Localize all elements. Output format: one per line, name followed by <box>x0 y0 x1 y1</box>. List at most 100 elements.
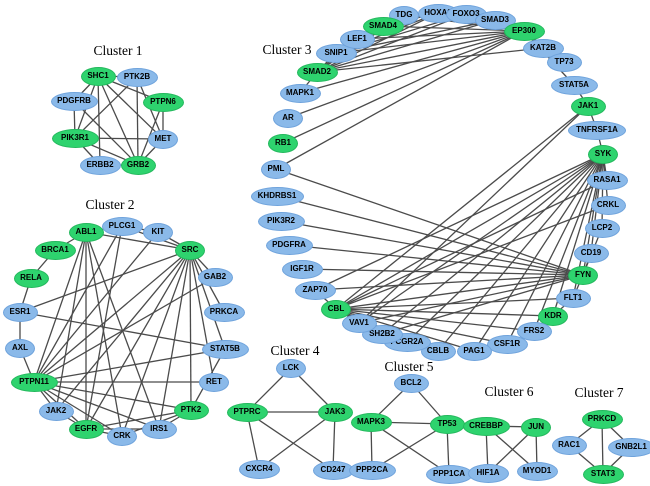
node-PTPRC[interactable]: PTPRC <box>226 402 268 422</box>
node-PAG1[interactable]: PAG1 <box>456 341 492 361</box>
node-PIK3R2[interactable]: PIK3R2 <box>257 211 305 231</box>
node-HIF1A[interactable]: HIF1A <box>467 463 509 483</box>
node-PML[interactable]: PML <box>261 159 291 179</box>
node-SMAD4[interactable]: SMAD4 <box>362 16 404 36</box>
edge-PTPN11-GAB2 <box>33 276 216 383</box>
node-SMAD3[interactable]: SMAD3 <box>474 10 516 30</box>
node-PDGFRB[interactable]: PDGFRB <box>50 91 98 111</box>
node-GAB2[interactable]: GAB2 <box>197 267 233 287</box>
node-PPP2CA[interactable]: PPP2CA <box>348 460 396 480</box>
node-CSF1R[interactable]: CSF1R <box>486 334 528 354</box>
edge-ABL1-CRK <box>85 231 123 437</box>
node-MET[interactable]: MET <box>148 129 178 149</box>
node-LCK[interactable]: LCK <box>276 358 306 378</box>
edge-JAK1-CBL <box>335 105 589 310</box>
edge-SRC-PTK2 <box>189 249 192 411</box>
node-ESR1[interactable]: ESR1 <box>2 302 38 322</box>
node-IGF1R[interactable]: IGF1R <box>281 259 323 279</box>
node-ABL1[interactable]: ABL1 <box>68 222 104 242</box>
node-VAV1[interactable]: VAV1 <box>341 313 377 333</box>
node-CD247[interactable]: CD247 <box>312 460 354 480</box>
node-CREBBP[interactable]: CREBBP <box>462 416 510 436</box>
node-PTK2B[interactable]: PTK2B <box>116 67 158 87</box>
node-GRB2[interactable]: GRB2 <box>120 155 156 175</box>
edge-PDGFRB-GRB2 <box>73 100 139 166</box>
node-STAT5A[interactable]: STAT5A <box>550 75 598 95</box>
node-RB1[interactable]: RB1 <box>268 133 298 153</box>
node-PTPN11[interactable]: PTPN11 <box>10 372 58 392</box>
node-CRKL[interactable]: CRKL <box>590 195 626 215</box>
edge-EP300-AR <box>287 30 525 119</box>
node-AR[interactable]: AR <box>273 108 303 128</box>
edge-PTPN11-IRS1 <box>33 381 160 430</box>
cluster-title-4: Cluster 4 <box>270 343 320 358</box>
node-FRS2[interactable]: FRS2 <box>516 321 552 341</box>
edge-SRC-CRK <box>121 249 191 437</box>
node-GNB2L1[interactable]: GNB2L1 <box>607 437 650 457</box>
node-CD19[interactable]: CD19 <box>573 243 609 263</box>
node-STAT3[interactable]: STAT3 <box>582 464 624 484</box>
node-CRK[interactable]: CRK <box>107 426 137 446</box>
node-KDR[interactable]: KDR <box>538 306 568 326</box>
node-SRC[interactable]: SRC <box>175 240 205 260</box>
node-PIK3R1[interactable]: PIK3R1 <box>51 128 99 148</box>
node-RELA[interactable]: RELA <box>13 268 49 288</box>
node-IRS1[interactable]: IRS1 <box>141 419 177 439</box>
node-MAPK3[interactable]: MAPK3 <box>350 412 392 432</box>
node-RASA1[interactable]: RASA1 <box>586 170 628 190</box>
node-EGFR[interactable]: EGFR <box>68 419 104 439</box>
node-SYK[interactable]: SYK <box>588 144 618 164</box>
edge-PTPN11-PTK2 <box>33 381 192 411</box>
node-LEF1[interactable]: LEF1 <box>339 29 375 49</box>
node-BCL2[interactable]: BCL2 <box>393 373 429 393</box>
node-JAK1[interactable]: JAK1 <box>570 96 606 116</box>
edge-FYN-VAV1 <box>358 274 584 324</box>
node-PTK2[interactable]: PTK2 <box>173 400 209 420</box>
edge-KIT-PTPN11 <box>33 231 159 383</box>
node-ZAP70[interactable]: ZAP70 <box>294 280 336 300</box>
node-KIT[interactable]: KIT <box>143 222 173 242</box>
node-ERBB2[interactable]: ERBB2 <box>79 155 121 175</box>
node-FLT1[interactable]: FLT1 <box>555 288 591 308</box>
edge-ABL1-PTPN11 <box>33 231 87 383</box>
cluster-title-2: Cluster 2 <box>85 197 135 212</box>
node-JUN[interactable]: JUN <box>521 417 551 437</box>
node-SHC1[interactable]: SHC1 <box>80 66 116 86</box>
node-TP73[interactable]: TP73 <box>546 52 582 72</box>
node-PLCG1[interactable]: PLCG1 <box>101 216 143 236</box>
edge-CBL-RASA1 <box>335 179 608 310</box>
node-SMAD2[interactable]: SMAD2 <box>296 62 338 82</box>
node-LCP2[interactable]: LCP2 <box>584 218 620 238</box>
node-CXCR4[interactable]: CXCR4 <box>238 459 280 479</box>
node-STAT5B[interactable]: STAT5B <box>201 339 249 359</box>
node-PRKCA[interactable]: PRKCA <box>203 302 245 322</box>
node-SNIP1[interactable]: SNIP1 <box>315 43 357 63</box>
node-BRCA1[interactable]: BRCA1 <box>34 240 76 260</box>
node-EP300[interactable]: EP300 <box>503 21 545 41</box>
node-PTPN6[interactable]: PTPN6 <box>142 92 184 112</box>
node-KHDRBS1[interactable]: KHDRBS1 <box>250 186 304 206</box>
edge-SYK-CBL <box>335 153 604 310</box>
node-TNFRSF1A[interactable]: TNFRSF1A <box>568 120 626 140</box>
node-RET[interactable]: RET <box>199 372 229 392</box>
node-PDGFRA[interactable]: PDGFRA <box>265 235 313 255</box>
node-PPP1CA[interactable]: PPP1CA <box>425 464 473 484</box>
node-FYN[interactable]: FYN <box>568 265 598 285</box>
node-RAC1[interactable]: RAC1 <box>551 435 587 455</box>
node-TP53[interactable]: TP53 <box>429 414 465 434</box>
node-JAK2[interactable]: JAK2 <box>38 401 74 421</box>
node-AXL[interactable]: AXL <box>5 338 35 358</box>
node-MYOD1[interactable]: MYOD1 <box>516 461 558 481</box>
node-JAK3[interactable]: JAK3 <box>317 402 353 422</box>
edge-SRC-EGFR <box>85 249 191 430</box>
edge-EP300-MAPK1 <box>299 30 525 94</box>
edge-PTPN11-CRK <box>33 381 123 437</box>
node-MAPK1[interactable]: MAPK1 <box>279 83 321 103</box>
node-PRKCD[interactable]: PRKCD <box>581 409 623 429</box>
edge-FYN-CBL <box>335 274 584 310</box>
node-CBLB[interactable]: CBLB <box>420 341 456 361</box>
node-CBL[interactable]: CBL <box>321 299 351 319</box>
node-KAT2B[interactable]: KAT2B <box>522 38 564 58</box>
edge-FYN-KHDRBS1 <box>276 195 584 276</box>
cluster-title-3: Cluster 3 <box>262 42 312 57</box>
